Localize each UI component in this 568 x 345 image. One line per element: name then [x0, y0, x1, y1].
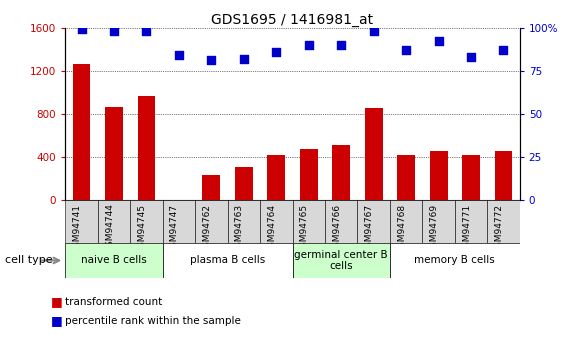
- Text: GSM94767: GSM94767: [365, 204, 374, 253]
- Text: ■: ■: [51, 314, 63, 327]
- Point: [369, 28, 378, 34]
- Bar: [137, 96, 156, 200]
- Point: [142, 28, 151, 34]
- Point: [110, 28, 119, 34]
- Text: memory B cells: memory B cells: [415, 256, 495, 265]
- Bar: [260, 200, 293, 243]
- Text: transformed count: transformed count: [65, 297, 162, 307]
- Bar: [357, 200, 390, 243]
- Text: germinal center B
cells: germinal center B cells: [294, 250, 388, 271]
- Point: [77, 27, 86, 32]
- Text: GSM94769: GSM94769: [429, 204, 438, 253]
- Bar: [65, 200, 98, 243]
- Point: [337, 42, 346, 48]
- Point: [434, 39, 443, 44]
- Text: ■: ■: [51, 295, 63, 308]
- Text: GSM94763: GSM94763: [235, 204, 244, 253]
- Bar: [423, 200, 455, 243]
- Bar: [487, 200, 520, 243]
- Bar: [293, 243, 390, 278]
- Point: [304, 42, 314, 48]
- Text: GSM94741: GSM94741: [73, 204, 82, 253]
- Text: GSM94744: GSM94744: [105, 204, 114, 253]
- Bar: [397, 155, 415, 200]
- Point: [207, 58, 216, 63]
- Bar: [130, 200, 162, 243]
- Point: [499, 47, 508, 53]
- Bar: [390, 243, 520, 278]
- Text: GSM94772: GSM94772: [495, 204, 503, 253]
- Bar: [462, 155, 480, 200]
- Bar: [268, 155, 285, 200]
- Text: GSM94764: GSM94764: [268, 204, 276, 253]
- Text: plasma B cells: plasma B cells: [190, 256, 265, 265]
- Bar: [202, 175, 220, 200]
- Bar: [332, 145, 350, 200]
- Point: [272, 49, 281, 55]
- Text: GSM94766: GSM94766: [332, 204, 341, 253]
- Text: GSM94747: GSM94747: [170, 204, 179, 253]
- Bar: [495, 150, 512, 200]
- Bar: [365, 108, 383, 200]
- Text: percentile rank within the sample: percentile rank within the sample: [65, 316, 241, 326]
- Text: naive B cells: naive B cells: [81, 256, 147, 265]
- Bar: [300, 149, 318, 200]
- Bar: [235, 167, 253, 200]
- Bar: [98, 200, 130, 243]
- Bar: [390, 200, 423, 243]
- Bar: [105, 107, 123, 200]
- Text: GSM94771: GSM94771: [462, 204, 471, 253]
- Text: GSM94762: GSM94762: [202, 204, 211, 253]
- Title: GDS1695 / 1416981_at: GDS1695 / 1416981_at: [211, 12, 374, 27]
- Point: [174, 52, 183, 58]
- Point: [466, 54, 475, 60]
- Text: GSM94768: GSM94768: [397, 204, 406, 253]
- Bar: [455, 200, 487, 243]
- Text: GSM94765: GSM94765: [300, 204, 309, 253]
- Bar: [162, 200, 195, 243]
- Text: cell type: cell type: [5, 256, 52, 265]
- Bar: [228, 200, 260, 243]
- Bar: [293, 200, 325, 243]
- Bar: [195, 200, 228, 243]
- Bar: [325, 200, 357, 243]
- Point: [402, 47, 411, 53]
- Bar: [65, 243, 162, 278]
- Bar: [429, 150, 448, 200]
- Point: [239, 56, 248, 61]
- Bar: [73, 64, 90, 200]
- Text: GSM94745: GSM94745: [137, 204, 147, 253]
- Bar: [162, 243, 293, 278]
